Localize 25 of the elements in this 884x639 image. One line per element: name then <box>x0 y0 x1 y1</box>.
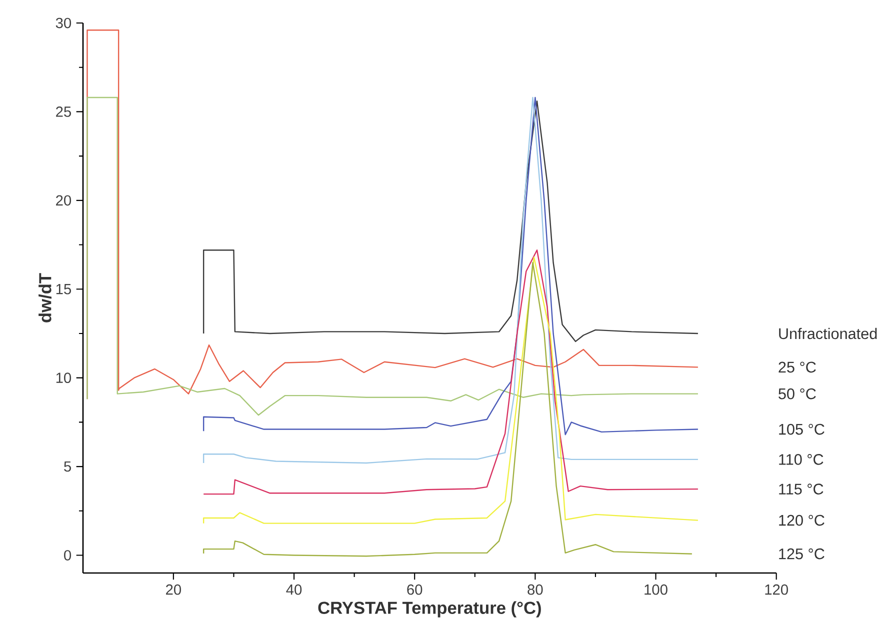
text: 115 °C <box>779 484 824 495</box>
x-axis-title: CRYSTAF Temperature (°C) <box>318 601 541 618</box>
x-tick-label: 60 <box>407 584 422 595</box>
y-tick-label: 10 <box>56 372 72 384</box>
text: 125 °C <box>779 548 824 560</box>
text: 120 °C <box>779 514 824 526</box>
y-tick-label: 25 <box>56 106 71 117</box>
x-tick-label: 120 <box>765 584 788 595</box>
text: 50 °C <box>778 388 816 400</box>
text: Unfractionated <box>779 328 877 340</box>
y-tick-label: 0 <box>64 550 72 560</box>
x-tick-label: 80 <box>528 584 543 595</box>
y-tick-label: 30 <box>56 18 72 28</box>
line-series <box>86 96 699 416</box>
y-tick-label: 20 <box>56 195 72 206</box>
y-axis-title: dw/dT <box>38 273 52 322</box>
text: 25 °C <box>778 362 816 373</box>
y-tick-label: 5 <box>64 461 71 472</box>
x-tick-label: 20 <box>166 584 182 595</box>
text: 105 °C <box>779 424 824 435</box>
y-tick-label: 15 <box>56 284 71 294</box>
line-series <box>202 100 699 342</box>
text: 110 °C <box>779 454 824 465</box>
x-tick-label: 40 <box>286 584 302 595</box>
x-tick-label: 100 <box>644 584 668 595</box>
